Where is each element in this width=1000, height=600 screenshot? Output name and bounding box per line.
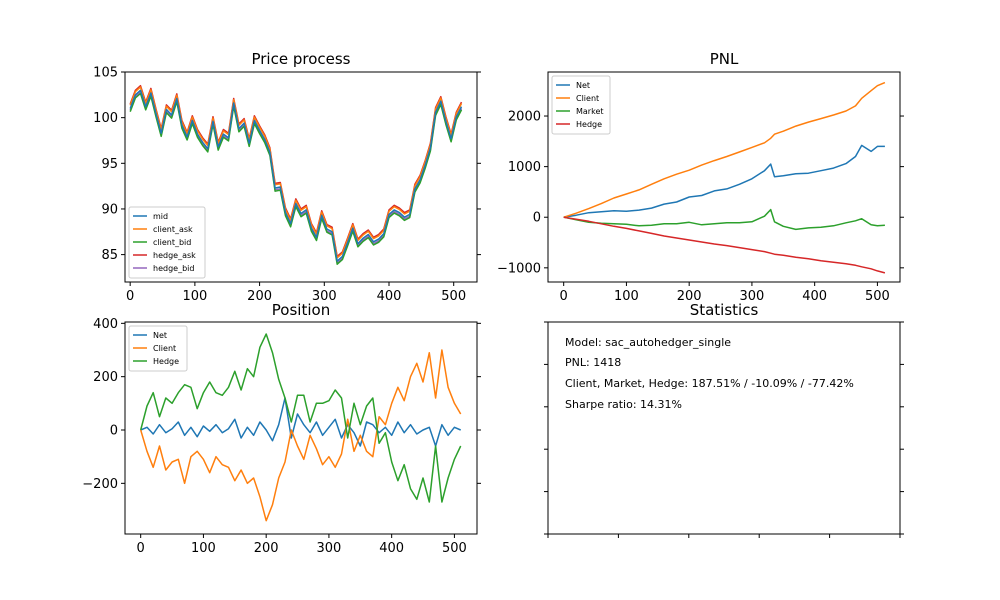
- legend-label-hedge: Hedge: [153, 357, 179, 366]
- statistics-ticks: [544, 321, 904, 538]
- price-process-xtick-label: 100: [182, 289, 207, 304]
- position-xtick-label: 100: [191, 541, 216, 556]
- price-process-ytick-label: 100: [93, 111, 118, 126]
- position-xtick-label: 0: [137, 541, 145, 556]
- legend-label-client: Client: [576, 94, 599, 103]
- series-line-hedge: [139, 333, 462, 503]
- pnl-ytick-label: 0: [533, 211, 541, 226]
- position-panel: Position 0 100 200 300 400 500 −200 0 200 400 Net…: [82, 301, 481, 556]
- position-xtick-label: 200: [254, 541, 279, 556]
- series-line-net: [140, 397, 461, 447]
- series-line-client-bid: [129, 92, 463, 265]
- pnl-xtick-label: 300: [740, 289, 765, 304]
- price-process-ytick-label: 90: [101, 202, 118, 217]
- position-ytick-label: −200: [82, 477, 118, 492]
- series-line-hedge: [563, 216, 886, 274]
- pnl-ytick-label: 2000: [508, 110, 541, 125]
- statistics-model-line: Model: sac_autohedger_single: [565, 336, 731, 349]
- statistics-axes-frame: [547, 321, 901, 535]
- pnl-ticks: 0 100 200 300 400 500 −1000 0 1000 2000: [497, 110, 904, 304]
- price-process-xtick-label: 200: [247, 289, 272, 304]
- position-ytick-label: 0: [110, 424, 118, 439]
- legend-label-net: Net: [153, 331, 167, 340]
- pnl-panel: PNL 0 100 200 300 400 500 −1000 0 1000 2000 Net Cl…: [497, 50, 904, 304]
- price-process-ytick-label: 105: [93, 66, 118, 81]
- pnl-legend-box: [551, 75, 611, 135]
- legend-label-client-ask: client_ask: [153, 225, 193, 234]
- pnl-xtick-label: 0: [560, 289, 568, 304]
- statistics-breakdown-line: Client, Market, Hedge: 187.51% / -10.09%…: [565, 377, 854, 390]
- position-xtick-label: 400: [379, 541, 404, 556]
- position-legend-box: [128, 325, 188, 372]
- series-line-client-ask: [129, 86, 463, 259]
- statistics-pnl-line: PNL: 1418: [565, 356, 621, 369]
- pnl-xtick-label: 200: [677, 289, 702, 304]
- pnl-xtick-label: 100: [614, 289, 639, 304]
- series-line-mid: [129, 89, 463, 262]
- pnl-xtick-label: 500: [865, 289, 890, 304]
- statistics-panel: Statistics Model: sac_autohedger_single …: [544, 301, 904, 538]
- legend-label-hedge-ask: hedge_ask: [153, 251, 196, 260]
- pnl-ytick-label: −1000: [497, 261, 541, 276]
- price-process-ticks: 0 100 200 300 400 500 85 90 95 100 105: [93, 66, 481, 304]
- statistics-sharpe-line: Sharpe ratio: 14.31%: [565, 398, 682, 411]
- pnl-xtick-label: 400: [802, 289, 827, 304]
- legend-label-hedge: Hedge: [576, 120, 602, 129]
- pnl-axes-frame: [547, 71, 901, 283]
- legend-label-market: Market: [576, 107, 604, 116]
- position-lines: [139, 333, 462, 522]
- legend-label-net: Net: [576, 81, 590, 90]
- price-process-axes-frame: [124, 71, 478, 283]
- statistics-title: Statistics: [690, 301, 759, 319]
- position-ytick-label: 200: [93, 370, 118, 385]
- legend-label-mid: mid: [153, 212, 168, 221]
- position-axes-frame: [124, 321, 478, 535]
- price-process-panel: Price process 0 100 200 300 400 500 85 90 95 100 1…: [93, 50, 481, 304]
- price-process-xtick-label: 300: [312, 289, 337, 304]
- pnl-legend: Net Client Market Hedge: [551, 75, 611, 135]
- pnl-lines: [563, 81, 886, 274]
- series-line-net: [563, 144, 885, 218]
- price-process-title: Price process: [251, 50, 350, 68]
- position-title: Position: [272, 301, 330, 319]
- legend-label-client-bid: client_bid: [153, 238, 191, 247]
- pnl-ytick-label: 1000: [508, 160, 541, 175]
- pnl-title: PNL: [710, 50, 739, 68]
- series-line-client: [139, 349, 462, 522]
- legend-label-client: Client: [153, 344, 176, 353]
- position-legend: Net Client Hedge: [128, 325, 188, 372]
- price-process-xtick-label: 500: [441, 289, 466, 304]
- series-line-client: [563, 81, 886, 218]
- price-process-xtick-label: 0: [126, 289, 134, 304]
- position-xtick-label: 300: [317, 541, 342, 556]
- position-xtick-label: 500: [442, 541, 467, 556]
- price-process-ytick-label: 95: [101, 157, 118, 172]
- position-ytick-label: 400: [93, 317, 118, 332]
- position-ticks: 0 100 200 300 400 500 −200 0 200 400: [82, 317, 481, 556]
- price-process-legend: mid client_ask client_bid hedge_ask hedge_bi…: [128, 206, 206, 279]
- price-process-legend-box: [128, 206, 206, 279]
- price-process-ytick-label: 85: [101, 248, 118, 263]
- legend-label-hedge-bid: hedge_bid: [153, 264, 194, 273]
- price-process-xtick-label: 400: [377, 289, 402, 304]
- series-line-market: [563, 208, 885, 231]
- price-process-lines: [129, 84, 463, 265]
